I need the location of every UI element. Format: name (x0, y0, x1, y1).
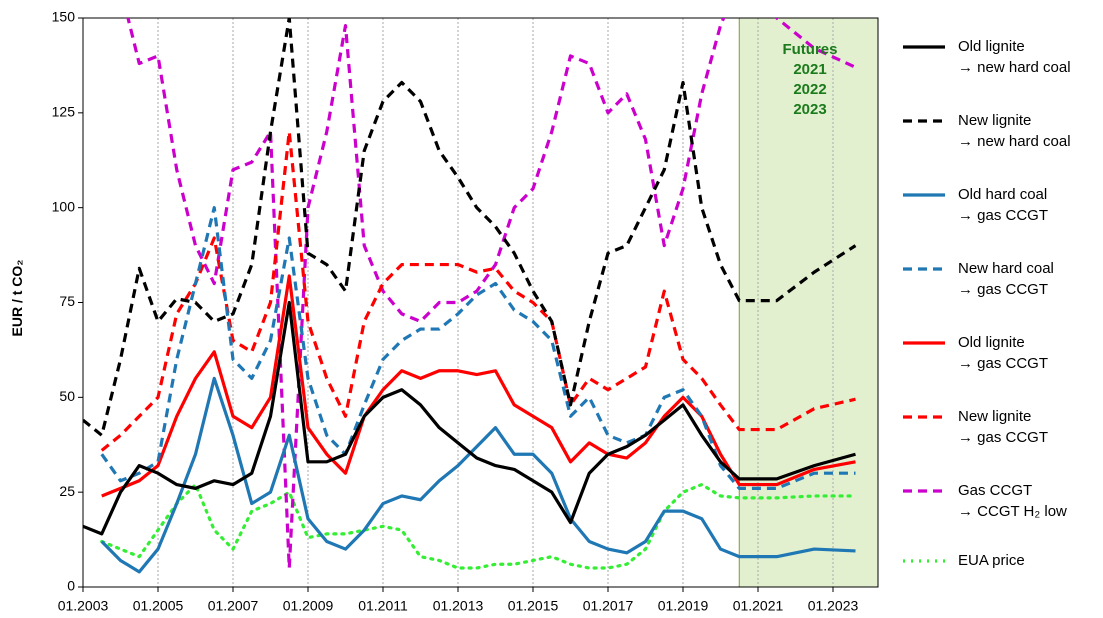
plot-frame (82, 17, 879, 588)
legend-label: Gas CCGT → CCGT H₂ low (958, 482, 1067, 520)
y-tick-label: 0 (67, 578, 75, 594)
y-tick-label: 25 (59, 483, 75, 499)
series-line (83, 300, 856, 536)
legend-label: Old lignite → gas CCGT (958, 334, 1049, 372)
x-tick-label: 01.2017 (583, 598, 634, 614)
y-tick-label: 125 (52, 104, 76, 120)
series-line (101, 274, 856, 498)
series-line (126, 18, 857, 570)
futures-region (738, 17, 879, 588)
legend-label: New hard coal → gas CCGT (958, 260, 1054, 298)
series-group (83, 18, 858, 574)
y-axis-label: EUR / t CO₂ (9, 259, 25, 337)
x-tick-label: 01.2009 (283, 598, 334, 614)
x-tick-label: 01.2005 (133, 598, 184, 614)
series-line (100, 206, 856, 490)
series-line (100, 376, 856, 574)
x-tick-label: 01.2003 (58, 598, 109, 614)
legend-label: Old lignite → new hard coal (958, 38, 1071, 76)
legend-label: Old hard coal → gas CCGT (958, 186, 1049, 224)
legend-label: New lignite → gas CCGT (958, 408, 1049, 446)
y-tick-label: 75 (59, 293, 75, 309)
legend-label: New lignite → new hard coal (958, 112, 1071, 150)
series-line (100, 130, 856, 452)
y-tick-label: 100 (52, 198, 76, 214)
series-line (83, 18, 857, 437)
x-tick-label: 01.2023 (808, 598, 859, 614)
y-tick-label: 150 (52, 9, 76, 25)
x-tick-label: 01.2021 (733, 598, 784, 614)
x-tick-label: 01.2015 (508, 598, 559, 614)
y-tick-label: 50 (59, 388, 75, 404)
x-tick-label: 01.2007 (208, 598, 259, 614)
series-line (100, 482, 858, 570)
legend-label: EUA price (958, 552, 1025, 569)
annotation: Futures 2021 2022 2023 (782, 41, 838, 118)
x-tick-label: 01.2019 (658, 598, 709, 614)
x-tick-label: 01.2013 (433, 598, 484, 614)
x-tick-label: 01.2011 (358, 598, 408, 614)
